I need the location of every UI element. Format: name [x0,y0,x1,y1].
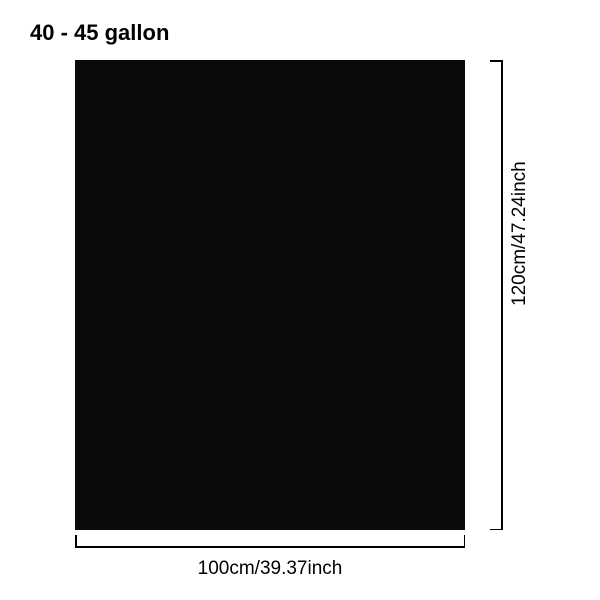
width-dimension-bracket [75,535,465,555]
width-bracket-horizontal-line [75,546,465,548]
height-dimension-label: 120cm/47.24inch [509,161,531,306]
width-dimension-label: 100cm/39.37inch [75,558,465,580]
width-bracket-right-tick [464,535,466,547]
product-rectangle [75,60,465,530]
height-bracket-vertical-line [501,60,503,530]
capacity-title: 40 - 45 gallon [30,20,169,46]
height-dimension-bracket [490,60,510,530]
height-bracket-bottom-tick [490,529,502,531]
